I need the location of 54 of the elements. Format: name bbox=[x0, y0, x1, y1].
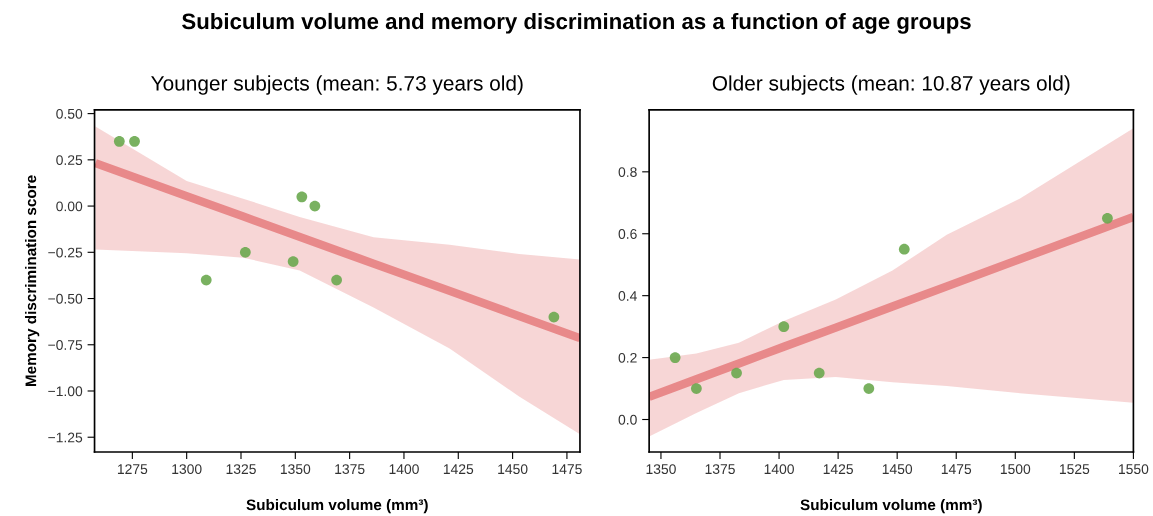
x-axis-title: Subiculum volume (mm³) bbox=[800, 498, 982, 514]
y-tick-label: 0.00 bbox=[56, 201, 83, 212]
point bbox=[296, 191, 308, 203]
point bbox=[129, 135, 140, 147]
chart-title: Subiculum volume and memory discrimination as a function of age groups bbox=[182, 12, 971, 34]
x-tick-label: 1550 bbox=[1119, 464, 1149, 475]
point bbox=[1102, 212, 1113, 224]
x-tick-label: 1450 bbox=[498, 464, 528, 475]
chart-subtitle: Older subjects (mean: 10.87 years old) bbox=[712, 75, 1070, 95]
y-tick-label: −1.00 bbox=[48, 386, 83, 397]
x-tick-label: 1425 bbox=[823, 464, 853, 475]
y-tick-label: −1.25 bbox=[48, 432, 83, 443]
point bbox=[309, 200, 321, 212]
point bbox=[239, 246, 251, 258]
x-tick-label: 1350 bbox=[280, 464, 311, 475]
y-axis-title: Memory discrimination score bbox=[25, 175, 40, 387]
x-tick-label: 1475 bbox=[941, 464, 972, 475]
point bbox=[200, 274, 212, 286]
point bbox=[287, 256, 299, 267]
y-tick-label: −0.50 bbox=[48, 293, 83, 304]
point bbox=[113, 135, 125, 147]
y-tick-label: 0.25 bbox=[56, 155, 83, 166]
y-tick-label: 0.6 bbox=[618, 229, 637, 239]
x-tick-label: 1300 bbox=[172, 464, 202, 475]
point bbox=[548, 311, 560, 323]
y-tick-label: 0.50 bbox=[56, 108, 83, 119]
x-tick-label: 1525 bbox=[1059, 464, 1090, 475]
point bbox=[669, 352, 681, 363]
y-tick-label: 0.2 bbox=[618, 352, 637, 363]
x-tick-label: 1375 bbox=[335, 464, 365, 475]
point bbox=[863, 383, 875, 394]
y-tick-label: −0.75 bbox=[48, 340, 83, 350]
y-tick-label: 0.4 bbox=[618, 291, 637, 301]
x-tick-label: 1400 bbox=[764, 464, 794, 475]
point bbox=[691, 383, 702, 394]
chart-subtitle: Younger subjects (mean: 5.73 years old) bbox=[151, 75, 523, 95]
x-tick-label: 1450 bbox=[882, 464, 913, 475]
y-tick-label: 0.0 bbox=[618, 414, 637, 425]
x-tick-label: 1500 bbox=[1000, 464, 1031, 475]
x-tick-label: 1475 bbox=[552, 464, 582, 475]
x-tick-label: 1325 bbox=[226, 464, 256, 475]
x-tick-label: 1275 bbox=[117, 464, 148, 475]
y-tick-label: −0.25 bbox=[48, 247, 83, 258]
point bbox=[898, 243, 910, 255]
y-tick-label: 0.8 bbox=[618, 167, 637, 177]
point bbox=[778, 321, 790, 333]
x-axis-title: Subiculum volume (mm³) bbox=[246, 498, 428, 514]
point bbox=[731, 367, 742, 379]
x-tick-label: 1350 bbox=[646, 464, 676, 475]
x-tick-label: 1400 bbox=[389, 464, 419, 475]
point bbox=[813, 367, 825, 379]
point bbox=[331, 274, 342, 286]
x-tick-label: 1375 bbox=[705, 464, 735, 475]
x-tick-label: 1425 bbox=[443, 464, 474, 475]
